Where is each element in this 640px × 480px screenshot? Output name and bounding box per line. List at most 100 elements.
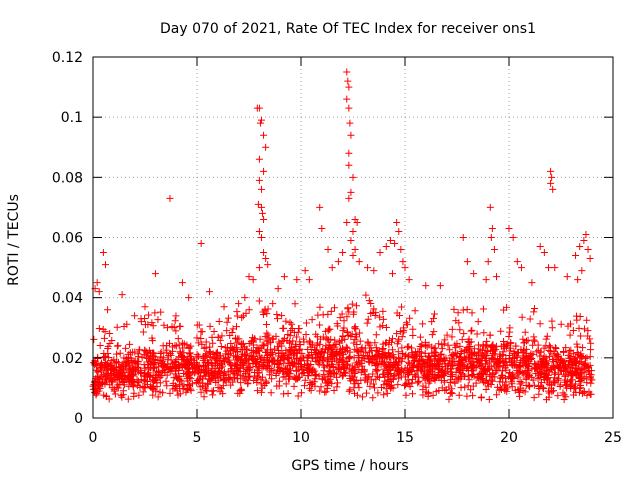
data-point (477, 369, 485, 377)
data-point (245, 355, 253, 363)
data-point (169, 347, 177, 355)
data-point (146, 383, 154, 391)
data-point (429, 391, 437, 399)
data-point (461, 372, 469, 380)
data-point (319, 311, 327, 319)
data-point (467, 386, 475, 394)
data-point (319, 333, 327, 341)
data-point (465, 376, 473, 384)
data-point (373, 347, 381, 355)
data-point (530, 305, 538, 313)
data-point (195, 321, 203, 329)
data-point (418, 356, 426, 364)
data-point (528, 279, 536, 287)
data-point (100, 334, 108, 342)
data-point (486, 331, 494, 339)
data-point (201, 368, 209, 376)
data-point (408, 379, 416, 387)
data-point (293, 276, 301, 284)
data-point (476, 359, 484, 367)
data-point (393, 309, 401, 317)
data-point (410, 361, 418, 369)
y-tick-label: 0 (74, 411, 83, 427)
data-point (554, 355, 562, 363)
data-point (438, 384, 446, 392)
data-point (167, 356, 175, 364)
data-point (421, 376, 429, 384)
data-point (346, 119, 354, 127)
data-point (174, 360, 182, 368)
data-point (90, 335, 98, 343)
data-point (338, 310, 346, 318)
data-point (304, 371, 312, 379)
data-point (255, 155, 263, 163)
data-point (250, 376, 258, 384)
data-point (385, 360, 393, 368)
data-point (265, 334, 273, 342)
data-point (108, 384, 116, 392)
data-point (557, 320, 565, 328)
data-point (304, 362, 312, 370)
data-point (99, 249, 107, 257)
data-point (584, 332, 592, 340)
data-point (318, 224, 326, 232)
data-point (382, 362, 390, 370)
data-point (479, 342, 487, 350)
data-point (520, 354, 528, 362)
x-axis-label: GPS time / hours (291, 458, 408, 474)
data-point (114, 342, 122, 350)
data-point (325, 368, 333, 376)
data-point (101, 363, 109, 371)
data-point (139, 388, 147, 396)
data-point (399, 258, 407, 266)
data-point (238, 361, 246, 369)
data-point (382, 339, 390, 347)
data-point (524, 362, 532, 370)
data-point (316, 321, 324, 329)
data-point (426, 377, 434, 385)
data-point (242, 355, 250, 363)
data-point (530, 308, 538, 316)
data-point (179, 382, 187, 390)
data-point (113, 323, 121, 331)
data-point (438, 345, 446, 353)
data-point (435, 372, 443, 380)
data-point (520, 339, 528, 347)
data-point (469, 367, 477, 375)
data-point (448, 333, 456, 341)
data-point (358, 362, 366, 370)
data-point (257, 116, 265, 124)
data-point (322, 334, 330, 342)
data-point (207, 368, 215, 376)
data-point (282, 317, 290, 325)
data-point (281, 364, 289, 372)
data-point (380, 391, 388, 399)
data-point (349, 366, 357, 374)
data-point (238, 313, 246, 321)
data-point (526, 382, 534, 390)
data-point (356, 329, 364, 337)
data-point (458, 356, 466, 364)
data-point (419, 382, 427, 390)
data-point (286, 360, 294, 368)
data-point (343, 313, 351, 321)
data-point (186, 349, 194, 357)
data-point (166, 389, 174, 397)
data-point (287, 351, 295, 359)
data-point (436, 282, 444, 290)
data-point (197, 388, 205, 396)
data-point (233, 339, 241, 347)
data-point (162, 346, 170, 354)
data-point (440, 378, 448, 386)
y-tick-label: 0.12 (52, 50, 83, 66)
data-point (344, 77, 352, 85)
data-point (541, 376, 549, 384)
data-point (379, 354, 387, 362)
data-point (317, 383, 325, 391)
data-point (280, 335, 288, 343)
data-point (187, 375, 195, 383)
data-point (389, 375, 397, 383)
data-point (427, 355, 435, 363)
data-point (108, 378, 116, 386)
data-point (223, 318, 231, 326)
